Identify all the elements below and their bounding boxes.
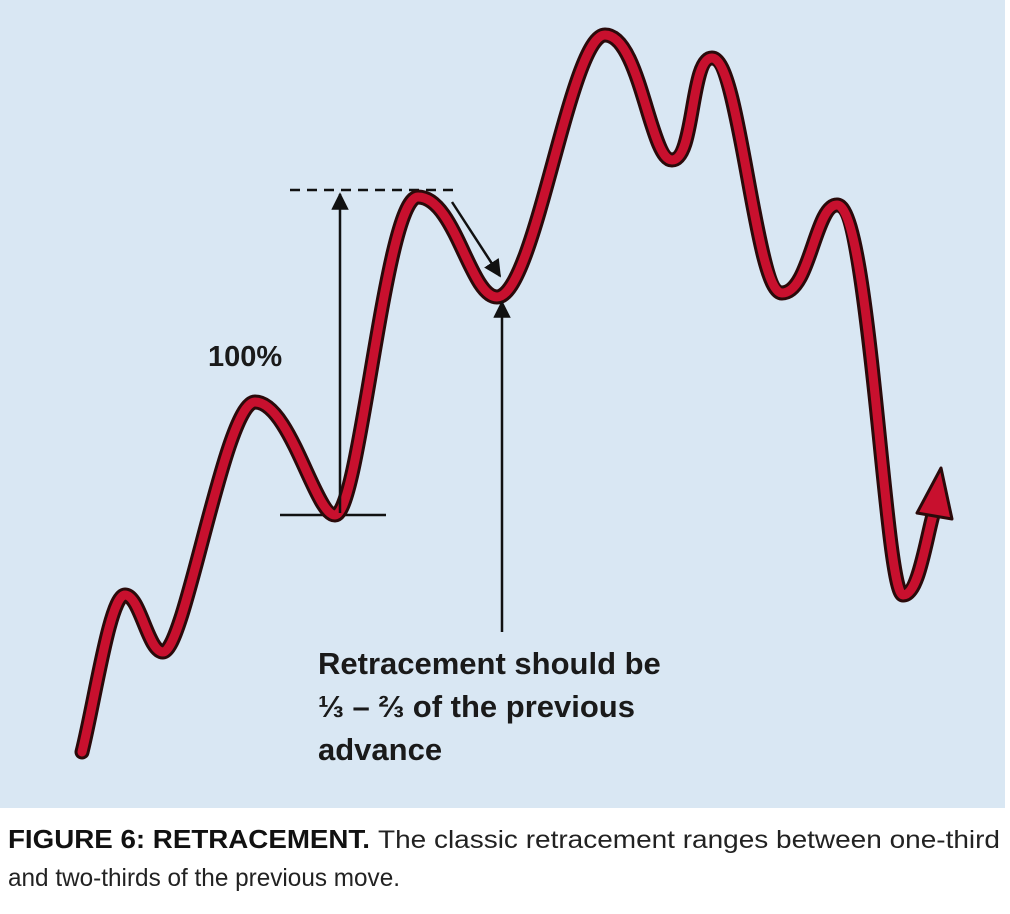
note-line: advance xyxy=(318,732,442,767)
move-label: 100% xyxy=(208,341,282,373)
caption-text: and two-thirds of the previous move. xyxy=(8,864,400,892)
note-line: Retracement should be xyxy=(318,646,661,681)
caption-text: The classic retracement ranges between o… xyxy=(378,826,1000,854)
price-curve xyxy=(74,27,954,760)
pullback-arrow xyxy=(450,201,502,278)
note-line: ⅓ – ⅔ of the previous xyxy=(318,689,635,724)
caption-label: FIGURE 6: RETRACEMENT. xyxy=(8,824,370,854)
